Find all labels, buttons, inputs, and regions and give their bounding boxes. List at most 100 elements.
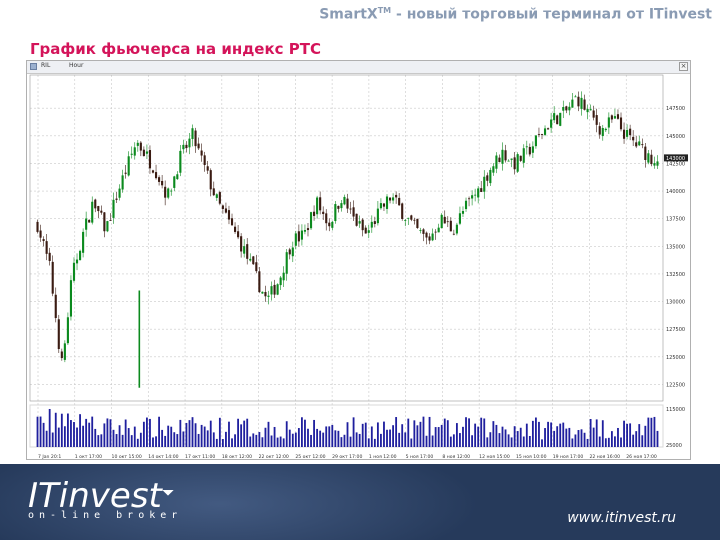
candle-body[interactable]: [622, 129, 626, 139]
candle-body[interactable]: [60, 351, 63, 359]
candle-body[interactable]: [75, 259, 79, 264]
candle-body[interactable]: [392, 197, 395, 201]
candle-body[interactable]: [103, 212, 106, 232]
candle-body[interactable]: [100, 210, 103, 213]
candle-body[interactable]: [513, 157, 516, 170]
candle-body[interactable]: [589, 109, 592, 111]
candle-body[interactable]: [540, 133, 544, 135]
candle-body[interactable]: [370, 221, 373, 228]
candle-body[interactable]: [577, 96, 580, 107]
candle-body[interactable]: [127, 156, 130, 176]
candle-body[interactable]: [130, 153, 133, 155]
candle-body[interactable]: [303, 230, 307, 232]
candle-body[interactable]: [528, 146, 531, 155]
candle-body[interactable]: [282, 272, 285, 281]
candle-body[interactable]: [279, 277, 282, 286]
candle-body[interactable]: [297, 231, 300, 242]
candle-body[interactable]: [361, 219, 364, 231]
candle-body[interactable]: [215, 194, 218, 198]
candle-body[interactable]: [559, 112, 562, 126]
candle-body[interactable]: [200, 150, 203, 156]
candle-body[interactable]: [154, 172, 158, 179]
candle-body[interactable]: [39, 230, 42, 238]
candle-body[interactable]: [486, 175, 489, 181]
candle-body[interactable]: [233, 226, 237, 232]
candle-body[interactable]: [185, 144, 188, 149]
candle-body[interactable]: [471, 195, 474, 199]
candle-body[interactable]: [635, 142, 638, 147]
candle-body[interactable]: [176, 174, 179, 180]
candle-body[interactable]: [379, 203, 382, 209]
candle-body[interactable]: [270, 286, 273, 295]
candle-body[interactable]: [410, 215, 413, 220]
candle-body[interactable]: [288, 249, 291, 255]
candle-body[interactable]: [340, 203, 343, 209]
candle-body[interactable]: [179, 150, 182, 173]
candle-body[interactable]: [550, 119, 553, 128]
candle-body[interactable]: [240, 236, 243, 252]
candle-body[interactable]: [331, 221, 334, 228]
candle-body[interactable]: [358, 221, 361, 224]
candle-body[interactable]: [54, 294, 57, 319]
candle-body[interactable]: [583, 99, 586, 110]
candle-body[interactable]: [112, 199, 115, 218]
candle-body[interactable]: [586, 108, 589, 113]
candle-body[interactable]: [483, 176, 486, 192]
candle-body[interactable]: [316, 197, 319, 215]
candle-body[interactable]: [382, 203, 386, 207]
candle-body[interactable]: [422, 229, 425, 234]
candle-body[interactable]: [580, 97, 583, 109]
candle-body[interactable]: [230, 218, 234, 226]
candle-body[interactable]: [85, 218, 88, 230]
candle-body[interactable]: [322, 211, 325, 215]
candle-body[interactable]: [136, 142, 139, 146]
candle-body[interactable]: [300, 230, 303, 240]
candle-body[interactable]: [313, 211, 316, 216]
candle-body[interactable]: [398, 197, 401, 206]
candle-body[interactable]: [255, 262, 258, 272]
candle-body[interactable]: [306, 228, 310, 231]
candle-body[interactable]: [492, 166, 495, 173]
candle-body[interactable]: [547, 128, 550, 130]
candle-body[interactable]: [206, 166, 209, 171]
candle-body[interactable]: [595, 115, 598, 125]
candle-body[interactable]: [264, 291, 267, 297]
candle-body[interactable]: [328, 222, 331, 227]
candle-body[interactable]: [619, 117, 623, 130]
candle-body[interactable]: [249, 258, 252, 261]
candle-body[interactable]: [173, 176, 176, 188]
candle-body[interactable]: [376, 208, 379, 224]
candle-body[interactable]: [452, 233, 455, 235]
candle-body[interactable]: [562, 106, 565, 111]
chart-window[interactable]: 147500 145000 142500 140000 137500 135000 1325…: [26, 60, 691, 460]
candle-body[interactable]: [504, 150, 507, 161]
candle-body[interactable]: [565, 106, 568, 111]
price-plot-area[interactable]: [30, 75, 663, 401]
candle-body[interactable]: [434, 231, 437, 233]
candle-body[interactable]: [79, 250, 82, 261]
candle-body[interactable]: [197, 143, 200, 149]
candle-body[interactable]: [66, 317, 69, 344]
candle-body[interactable]: [325, 213, 328, 224]
candle-body[interactable]: [72, 262, 76, 281]
candle-body[interactable]: [367, 230, 370, 233]
candle-body[interactable]: [194, 130, 197, 147]
candle-body[interactable]: [556, 115, 559, 125]
close-icon[interactable]: ×: [679, 62, 688, 71]
candle-body[interactable]: [419, 230, 422, 231]
candle-body[interactable]: [616, 114, 620, 119]
candle-body[interactable]: [644, 146, 647, 160]
candle-body[interactable]: [349, 208, 352, 210]
candle-body[interactable]: [449, 220, 452, 232]
candle-body[interactable]: [151, 170, 155, 173]
window-titlebar[interactable]: RIL Hour ×: [27, 61, 690, 74]
candle-body[interactable]: [63, 343, 66, 360]
candle-body[interactable]: [467, 198, 471, 200]
candle-body[interactable]: [82, 231, 85, 253]
period-label[interactable]: Hour: [69, 62, 84, 69]
price-chart[interactable]: 147500 145000 142500 140000 137500 135000 1325…: [27, 61, 690, 459]
candle-body[interactable]: [139, 142, 142, 151]
candle-body[interactable]: [224, 208, 228, 213]
candle-body[interactable]: [88, 219, 91, 223]
candle-body[interactable]: [568, 106, 571, 111]
